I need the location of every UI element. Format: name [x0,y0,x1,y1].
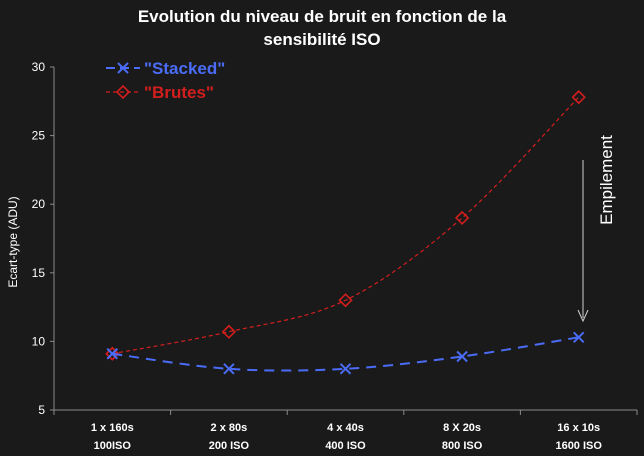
annotation-text: Empilement [597,135,616,225]
data-point-x-marker [456,350,468,363]
data-point-x-marker [339,363,352,375]
data-point-diamond-marker [105,346,120,361]
annotation: Empilement [577,135,616,323]
x-tick-label: 200 ISO [209,440,250,452]
data-point-x-marker [117,62,129,74]
x-tick-label: 16 x 10s [557,422,600,434]
y-tick-label: 20 [32,197,46,211]
data-point-diamond-marker [338,293,353,308]
data-point-x-marker [572,331,585,343]
y-axis-label: Ecart-type (ADU) [6,196,20,287]
data-point-x-marker [223,363,235,375]
x-tick-label: 100ISO [94,440,132,452]
y-tick-label: 10 [32,334,46,348]
series-brutes [105,90,586,361]
x-tick-label: 800 ISO [442,440,483,452]
x-tick-label: 8 X 20s [443,422,481,434]
data-point-diamond-marker [454,210,470,226]
y-tick-label: 30 [32,60,46,74]
chart-title-line-2: sensibilité ISO [263,30,380,49]
series-line [112,96,580,355]
series-line [112,336,579,372]
x-tick-label: 1 x 160s [91,422,134,434]
x-tick-label: 2 x 80s [211,422,248,434]
y-tick-label: 25 [32,129,46,143]
data-point-diamond-marker [221,324,237,339]
x-tick-label: 4 x 40s [327,422,364,434]
axes [50,66,638,415]
chart-title-line-1: Evolution du niveau de bruit en fonction… [138,7,507,26]
series-stacked [106,331,585,375]
legend-entry: "Stacked" [106,59,225,78]
x-tick-label: 400 ISO [325,440,366,452]
legend-label: "Stacked" [144,59,225,78]
legend-entry: "Brutes" [106,83,214,102]
data-point-diamond-marker [571,90,586,105]
chart-title: Evolution du niveau de bruit en fonction… [138,7,507,49]
data-point-x-marker [106,348,119,360]
y-tick-label: 5 [38,403,45,417]
x-tick-labels: 1 x 160s 100ISO 2 x 80s 200 ISO 4 x 40s 400 I… [91,422,602,452]
y-tick-labels: 5 10 15 20 25 30 [32,60,46,417]
data-point-diamond-marker [115,84,131,100]
legend-label: "Brutes" [144,83,214,102]
legend: "Stacked" "Brutes" [106,59,225,102]
x-tick-label: 1600 ISO [555,440,602,452]
series-layer [105,90,586,375]
annotation-arrow-head [577,309,589,323]
y-tick-label: 15 [32,266,46,280]
